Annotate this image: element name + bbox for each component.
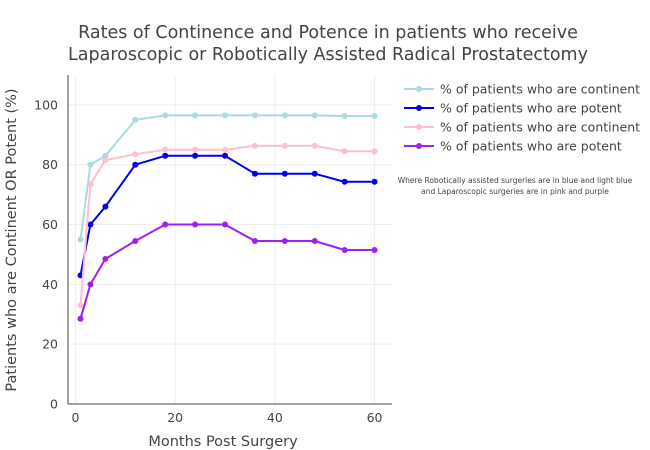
series-4-point — [102, 255, 109, 262]
series-2-point — [222, 152, 229, 159]
y-tick-label: 20 — [42, 337, 58, 352]
series-1 — [77, 112, 378, 243]
series-2-point — [162, 152, 169, 159]
series-2-point — [87, 221, 94, 228]
legend-marker-swatch — [416, 86, 422, 92]
y-tick-label: 0 — [50, 397, 58, 412]
series-4-point — [192, 221, 199, 228]
legend-marker-swatch — [416, 124, 422, 130]
series-3-point — [311, 142, 318, 149]
series-4-point — [162, 221, 169, 228]
legend-label: % of patients who are continent — [440, 82, 640, 97]
legend-item[interactable]: % of patients who are potent — [404, 101, 622, 116]
series-2-point — [341, 178, 348, 185]
y-tick-label: 80 — [42, 157, 58, 172]
annotation-line-2: and Laparoscopic surgeries are in pink a… — [421, 187, 609, 196]
series-2-point — [371, 178, 378, 185]
series-1-point — [102, 152, 109, 159]
grid — [68, 75, 392, 405]
series-1-point — [77, 236, 84, 243]
series-4-point — [311, 237, 318, 244]
series-3-line — [79, 144, 375, 306]
series-1-point — [341, 112, 348, 119]
x-tick-label: 60 — [367, 410, 383, 425]
series-3-point — [162, 146, 169, 153]
series-1-point — [281, 112, 288, 119]
legend-label: % of patients who are continent — [440, 120, 640, 135]
series-1-point — [132, 116, 139, 123]
series-1-point — [162, 112, 169, 119]
x-tick-label: 0 — [72, 410, 80, 425]
legend-item[interactable]: % of patients who are potent — [404, 139, 622, 154]
series-3-point — [132, 151, 139, 158]
series-1-point — [371, 112, 378, 119]
series-3-point — [222, 146, 229, 153]
y-tick-label: 40 — [42, 277, 58, 292]
series-3-point — [371, 148, 378, 155]
annotation-line-1: Where Robotically assisted surgeries are… — [398, 176, 633, 185]
legend-item[interactable]: % of patients who are continent — [404, 120, 640, 135]
series-layer — [77, 112, 378, 322]
series-4-point — [132, 237, 139, 244]
series-2-point — [281, 170, 288, 177]
series-1-point — [192, 112, 199, 119]
series-4-point — [341, 246, 348, 253]
series-3-point — [251, 142, 258, 149]
chart-title-line-1: Rates of Continence and Potence in patie… — [78, 23, 578, 43]
series-2-point — [102, 203, 109, 210]
series-4-line — [79, 223, 375, 320]
series-4-point — [251, 237, 258, 244]
y-tick-label: 60 — [42, 217, 58, 232]
series-3-point — [102, 157, 109, 164]
y-tick-label: 100 — [34, 97, 58, 112]
series-3 — [77, 142, 378, 309]
series-3-point — [281, 142, 288, 149]
series-2-point — [311, 170, 318, 177]
series-2-line — [79, 154, 375, 276]
series-2-point — [132, 161, 139, 168]
series-3-point — [192, 146, 199, 153]
legend-label: % of patients who are potent — [440, 101, 622, 116]
x-tick-label: 40 — [267, 410, 283, 425]
series-4-point — [222, 221, 229, 228]
series-4-point — [281, 237, 288, 244]
tick-labels: 0 20 40 60 0 20 40 60 80 100 — [34, 97, 382, 425]
y-axis-title: Patients who are Continent OR Potent (%) — [4, 88, 20, 391]
series-3-point — [341, 148, 348, 155]
x-tick-label: 20 — [167, 410, 183, 425]
series-1-point — [311, 112, 318, 119]
series-2-point — [251, 170, 258, 177]
series-1-point — [251, 112, 258, 119]
legend-marker-swatch — [416, 143, 422, 149]
series-1-point — [222, 112, 229, 119]
series-1-point — [87, 161, 94, 168]
series-3-point — [87, 181, 94, 188]
series-4 — [77, 221, 378, 322]
legend-item[interactable]: % of patients who are continent — [404, 82, 640, 97]
series-4-point — [77, 315, 84, 322]
series-2-point — [192, 152, 199, 159]
legend: % of patients who are continent % of pati… — [404, 82, 640, 154]
axes — [67, 75, 392, 405]
x-axis-title: Months Post Surgery — [148, 434, 298, 450]
legend-marker-swatch — [416, 105, 422, 111]
series-4-point — [87, 281, 94, 288]
series-3-point — [77, 302, 84, 309]
series-4-point — [371, 246, 378, 253]
chart-title-line-2: Laparoscopic or Robotically Assisted Rad… — [68, 45, 588, 65]
series-2 — [77, 152, 378, 279]
legend-label: % of patients who are potent — [440, 139, 622, 154]
